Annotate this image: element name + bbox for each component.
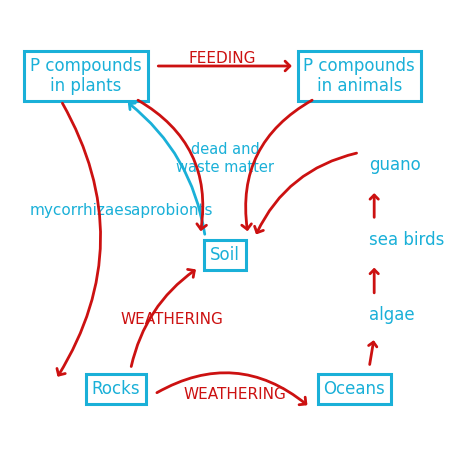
Text: Rocks: Rocks [91, 380, 140, 398]
Text: dead and
waste matter: dead and waste matter [176, 142, 274, 174]
Text: Soil: Soil [210, 246, 240, 264]
Text: P compounds
in animals: P compounds in animals [303, 56, 415, 95]
Text: WEATHERING: WEATHERING [183, 387, 286, 401]
Text: P compounds
in plants: P compounds in plants [30, 56, 142, 95]
Text: saprobionts: saprobionts [124, 203, 213, 218]
Text: guano: guano [369, 156, 421, 174]
Text: WEATHERING: WEATHERING [121, 312, 224, 327]
Text: Oceans: Oceans [323, 380, 385, 398]
Text: mycorrhizae: mycorrhizae [29, 203, 124, 218]
Text: sea birds: sea birds [369, 231, 445, 249]
Text: FEEDING: FEEDING [188, 51, 256, 65]
Text: algae: algae [369, 306, 415, 324]
